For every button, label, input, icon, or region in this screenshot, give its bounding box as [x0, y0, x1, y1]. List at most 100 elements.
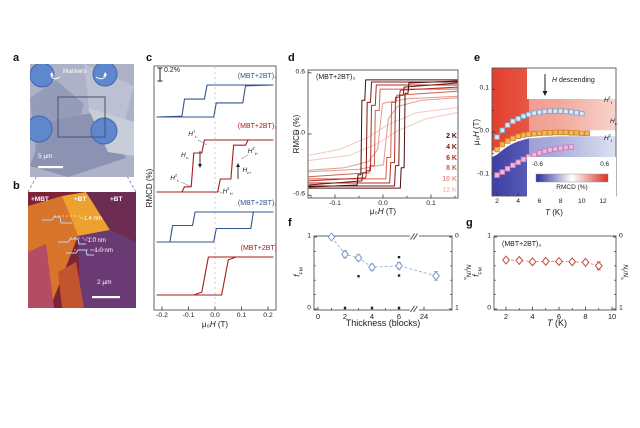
hysteresis-loop — [156, 84, 274, 118]
data-point-square — [526, 131, 532, 137]
e-y-tick-label: 0.0 — [479, 127, 489, 135]
c-x-tick-label: 0.1 — [236, 312, 247, 319]
data-point-square — [504, 122, 511, 128]
c-field-annotation: H2t- — [170, 172, 180, 184]
data-point-square — [531, 110, 537, 116]
data-point-square — [510, 135, 516, 142]
data-point-diamond — [581, 257, 590, 268]
c-x-tick-label: 0.2 — [263, 312, 273, 319]
scale-bar-label: 5 μm — [38, 153, 53, 160]
data-point-diamond — [555, 256, 563, 267]
d-legend-entry: 2 K — [446, 133, 457, 140]
data-point-square — [520, 113, 527, 119]
data-point-square — [536, 109, 543, 116]
c-curve-label: (MBT+2BT)₂ — [237, 200, 277, 207]
data-point-square — [552, 129, 559, 136]
c-field-annotation: H2t+ — [247, 145, 259, 157]
data-point-small — [397, 274, 401, 277]
axis-break-mark — [410, 305, 415, 313]
f-y-tick-label: 1 — [307, 232, 311, 240]
colorbar-title: RMCD (%) — [556, 184, 588, 191]
step-height-label: ~1.4 nm — [80, 216, 102, 222]
d-title: (MBT+2BT)₃ — [316, 74, 356, 81]
annotation-leader — [217, 190, 225, 195]
data-point-square — [504, 138, 511, 144]
e-x-tick-label: 2 — [495, 198, 499, 205]
hysteresis-loop — [308, 97, 458, 173]
e-x-tick-label: 10 — [578, 198, 586, 205]
optical-micrograph-image — [30, 64, 134, 177]
hysteresis-loop — [156, 256, 274, 296]
c-curve-label: (MBT+2BT)₄ — [237, 73, 277, 80]
step-height-label: ~1.0 nm — [84, 238, 106, 244]
height-profile-line — [42, 216, 72, 224]
g-x-axis-label: T (K) — [547, 318, 567, 328]
e-x-tick-label: 8 — [558, 198, 563, 205]
c-x-axis-label: μ₀H (T) — [201, 320, 229, 329]
g-x-tick-label: 10 — [607, 312, 617, 321]
data-point-small — [357, 275, 360, 278]
region-label-bt2: +BT — [110, 196, 123, 203]
data-point-square — [526, 111, 532, 118]
data-point-square — [568, 109, 574, 115]
data-point-square — [541, 130, 548, 136]
data-point-square — [494, 134, 500, 140]
e-x-tick-label: 12 — [599, 198, 607, 205]
data-point-square — [536, 130, 543, 137]
data-point-square — [573, 110, 580, 116]
d-x-tick-label: 0.1 — [426, 200, 436, 207]
e-field-label: H1t — [604, 94, 613, 106]
e-y-tick-label: 0.1 — [479, 84, 489, 92]
data-point-square — [563, 108, 569, 115]
data-point-diamond — [327, 232, 336, 242]
g-y-tick-label: 0 — [487, 304, 491, 312]
g-y-tick-label: 1 — [487, 232, 491, 240]
hysteresis-loop — [308, 90, 458, 180]
scale-bar — [38, 166, 63, 169]
data-point-square — [499, 127, 506, 134]
scale-bar-label: 2 μm — [97, 279, 112, 286]
data-point-square — [579, 130, 585, 137]
c-x-tick-label: 0.0 — [210, 312, 220, 319]
axis-break-mark — [410, 233, 415, 240]
panel-d-letter: d — [288, 52, 295, 64]
f-x-tick-label: 24 — [419, 312, 429, 321]
afm-image — [28, 192, 136, 308]
g-x-tick-label: 2 — [503, 312, 509, 321]
annotation-arrowhead — [198, 164, 202, 168]
data-point-square — [584, 130, 590, 137]
c-x-tick-label: -0.2 — [156, 312, 168, 319]
c-x-tick-label: -0.1 — [182, 312, 195, 319]
data-point-square — [499, 141, 506, 148]
d-y-tick-label: 0.6 — [295, 68, 305, 76]
g-title: (MBT+2BT)₃ — [502, 241, 542, 248]
data-point-diamond — [432, 271, 440, 281]
data-point-square — [547, 147, 553, 153]
annotation-leader — [180, 181, 191, 187]
data-point-square — [563, 144, 569, 151]
hysteresis-loop — [156, 84, 274, 118]
d-x-axis-label: μ₀H (T) — [369, 207, 397, 216]
data-point-small — [397, 306, 401, 310]
data-point-diamond — [502, 255, 510, 265]
colorbar-min-label: -0.6 — [532, 161, 543, 168]
g-right-tick-label: 0 — [619, 232, 623, 240]
hysteresis-loop — [308, 80, 458, 189]
e-x-tick-label: 4 — [516, 198, 521, 205]
data-point-square — [531, 130, 537, 137]
scale-bar — [92, 296, 120, 299]
data-point-square — [557, 129, 564, 136]
data-point-square — [494, 172, 500, 178]
data-point-small — [370, 306, 374, 310]
d-legend-entry: 6 K — [446, 154, 457, 162]
f-y-axis-label: fFM — [292, 267, 305, 277]
height-profile-line — [66, 249, 94, 256]
panel-e-letter: e — [474, 52, 481, 64]
d-legend-entry: 12 K — [442, 187, 457, 194]
hysteresis-loop — [308, 82, 458, 187]
data-point-small — [397, 255, 401, 259]
data-point-square — [563, 129, 569, 136]
data-point-diamond — [341, 249, 349, 259]
f-right-tick-label: 0 — [455, 232, 459, 240]
f-right-tick-label: 1 — [455, 304, 459, 312]
